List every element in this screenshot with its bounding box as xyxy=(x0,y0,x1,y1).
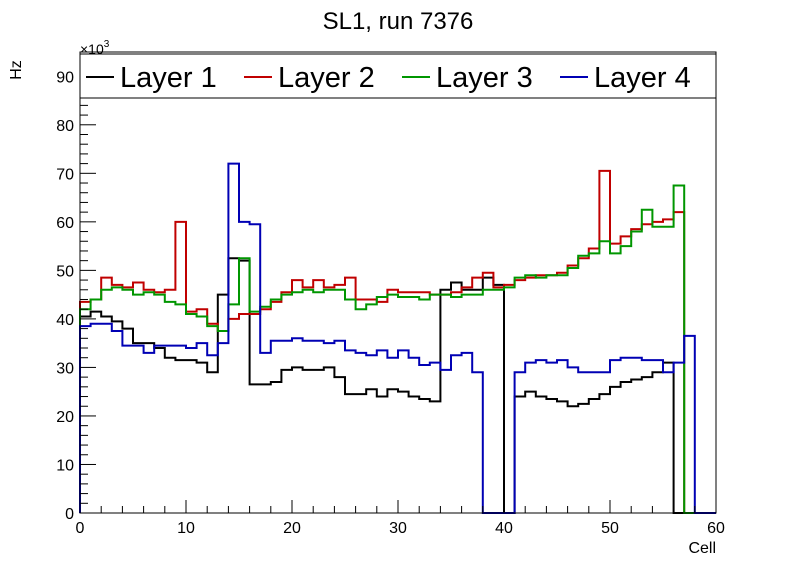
y-axis-multiplier-exponent: 3 xyxy=(104,39,110,50)
x-tick-label: 0 xyxy=(76,520,85,537)
legend-box xyxy=(79,53,717,99)
y-tick-label: 20 xyxy=(56,409,74,426)
y-tick-label: 60 xyxy=(56,215,74,232)
series-line-layer-3 xyxy=(79,184,716,514)
y-tick-label: 10 xyxy=(56,457,74,474)
series-line-layer-4 xyxy=(79,162,716,514)
series-group xyxy=(79,162,716,514)
legend: Layer 1 Layer 2 Layer 3 Layer 4 xyxy=(79,53,717,99)
y-tick-label: 0 xyxy=(65,506,74,523)
x-axis-label: Cell xyxy=(688,540,716,557)
y-axis-multiplier-base: ×10 xyxy=(80,41,104,57)
series-line-layer-1 xyxy=(79,257,716,514)
y-tick-label: 80 xyxy=(56,118,74,135)
chart-title: SL1, run 7376 xyxy=(323,8,474,35)
x-tick-label: 40 xyxy=(495,520,513,537)
x-tick-label: 10 xyxy=(177,520,195,537)
x-tick-label: 60 xyxy=(707,520,725,537)
legend-label-layer-1: Layer 1 xyxy=(120,62,217,94)
x-tick-label: 50 xyxy=(601,520,619,537)
series-line-layer-2 xyxy=(79,169,716,514)
x-tick-label: 30 xyxy=(389,520,407,537)
y-axis-label: Hz xyxy=(8,60,25,80)
x-tick-label: 20 xyxy=(283,520,301,537)
y-tick-label: 30 xyxy=(56,360,74,377)
legend-label-layer-3: Layer 3 xyxy=(436,62,533,94)
y-tick-label: 40 xyxy=(56,312,74,329)
legend-label-layer-4: Layer 4 xyxy=(594,62,691,94)
y-axis-multiplier: ×103 xyxy=(80,39,110,57)
legend-label-layer-2: Layer 2 xyxy=(278,62,375,94)
y-tick-label: 70 xyxy=(56,166,74,183)
y-tick-label: 90 xyxy=(56,69,74,86)
y-tick-label: 50 xyxy=(56,263,74,280)
axes-group: 0 10 20 30 40 50 60 0 10 20 30 40 50 60 70 80 90 xyxy=(56,51,725,537)
